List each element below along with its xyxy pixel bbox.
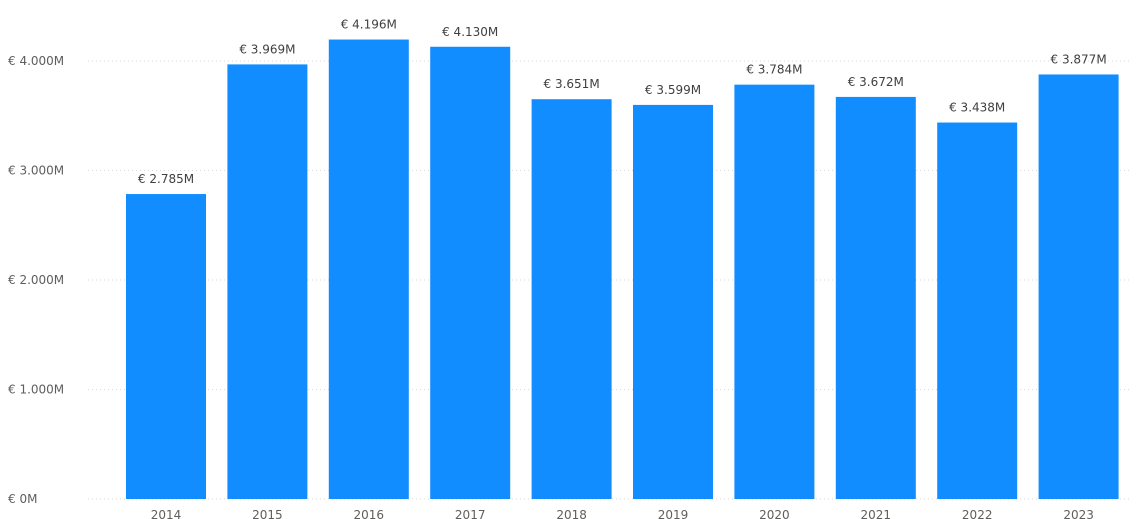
x-tick-label: 2016 (354, 508, 385, 519)
x-tick-label: 2021 (861, 508, 892, 519)
bar (227, 64, 308, 499)
x-tick-label: 2020 (759, 508, 790, 519)
y-tick-label: € 0M (8, 492, 37, 506)
y-axis: € 0M € 1.000M € 2.000M € 3.000M € 4.000M (8, 54, 64, 506)
bar (328, 39, 409, 500)
x-tick-label: 2015 (252, 508, 283, 519)
data-label: € 3.599M (645, 83, 701, 97)
x-tick-label: 2022 (962, 508, 993, 519)
y-tick-label: € 1.000M (8, 383, 64, 397)
data-label: € 4.130M (442, 25, 498, 39)
data-label: € 3.784M (746, 63, 802, 77)
data-label: € 2.785M (138, 172, 194, 186)
x-tick-label: 2017 (455, 508, 486, 519)
data-label: € 4.196M (341, 18, 397, 32)
bar (1038, 74, 1119, 499)
bars (126, 39, 1119, 500)
bar (633, 104, 713, 500)
x-axis: 2014 2015 2016 2017 2018 2019 2020 2021 2022 2023 (151, 508, 1094, 519)
x-tick-label: 2019 (658, 508, 689, 519)
bar (430, 46, 511, 499)
bar (835, 96, 916, 499)
bar (531, 99, 612, 499)
y-tick-label: € 4.000M (8, 54, 64, 68)
data-label: € 3.438M (949, 101, 1005, 115)
y-tick-label: € 2.000M (8, 273, 64, 287)
data-label: € 3.651M (544, 77, 600, 91)
bar (126, 194, 206, 500)
data-label: € 3.877M (1051, 52, 1107, 66)
x-tick-label: 2014 (151, 508, 182, 519)
x-tick-label: 2023 (1063, 508, 1094, 519)
data-label: € 3.969M (239, 42, 295, 56)
data-label: € 3.672M (848, 75, 904, 89)
bar (734, 84, 815, 499)
bar (937, 122, 1018, 499)
x-tick-label: 2018 (556, 508, 587, 519)
y-tick-label: € 3.000M (8, 164, 64, 178)
data-labels: € 2.785M € 3.969M € 4.196M € 4.130M € 3.651M… (138, 18, 1107, 187)
